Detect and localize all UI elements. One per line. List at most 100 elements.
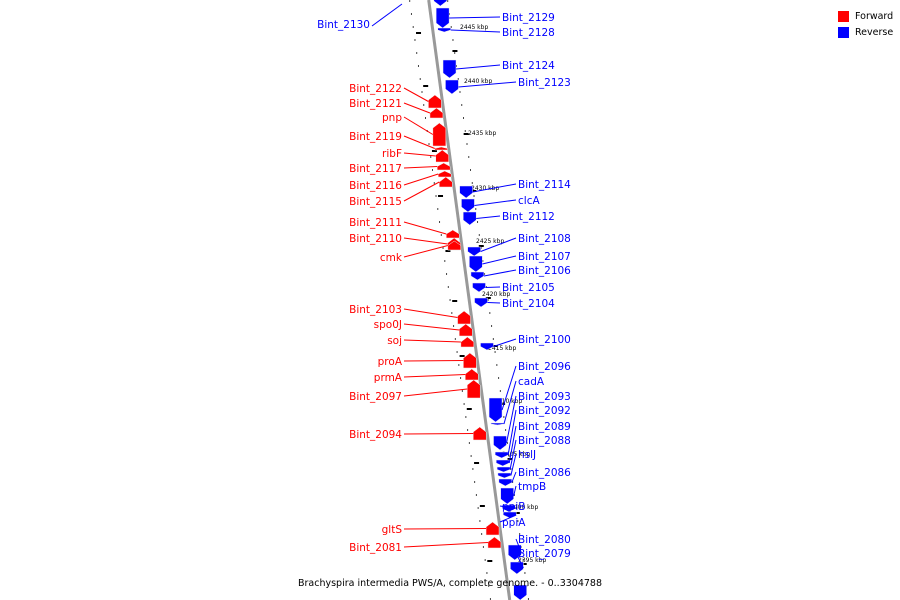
gene-label-bint-2121[interactable]: Bint_2121 (349, 98, 402, 110)
forward-gene-bint-2121[interactable] (429, 107, 444, 119)
forward-gene-cmk[interactable] (447, 240, 462, 251)
gene-label-bint-2107[interactable]: Bint_2107 (518, 251, 571, 263)
gene-label-tmpb[interactable]: tmpB (518, 481, 546, 493)
forward-gene-bint-2094[interactable] (472, 426, 487, 441)
reverse-gene-hslj[interactable] (497, 472, 512, 479)
reverse-gene-bint-2086[interactable] (498, 478, 513, 487)
gene-label-ppib[interactable]: ppiB (502, 501, 525, 513)
gene-label-ribf[interactable]: ribF (382, 148, 402, 160)
gene-label-cmk[interactable]: cmk (380, 252, 403, 264)
gene-label-bint-2092[interactable]: Bint_2092 (518, 405, 571, 417)
tick-mark (479, 505, 485, 507)
reverse-gene-tmpb[interactable] (500, 487, 514, 505)
reverse-gene-bint-2079[interactable] (510, 561, 524, 575)
gene-label-bint-2106[interactable]: Bint_2106 (518, 265, 571, 277)
gene-label-bint-2111[interactable]: Bint_2111 (349, 217, 402, 229)
tick-mark (438, 195, 444, 197)
forward-gene-spo0j[interactable] (459, 323, 473, 337)
reverse-gene-bint-2123[interactable] (445, 79, 459, 95)
gene-label-bint-2129[interactable]: Bint_2129 (502, 12, 555, 24)
legend: Forward Reverse (838, 8, 893, 40)
gene-label-bint-2110[interactable]: Bint_2110 (349, 233, 402, 245)
forward-gene-proa[interactable] (463, 352, 477, 369)
gene-label-bint-2117[interactable]: Bint_2117 (349, 163, 402, 175)
reverse-gene-bint-2093[interactable] (493, 435, 507, 451)
forward-gene-soj[interactable] (460, 336, 475, 348)
gene-label-bint-2089[interactable]: Bint_2089 (518, 421, 571, 433)
reverse-gene-bint-2100[interactable] (480, 342, 494, 351)
gene-label-hslj[interactable]: hslJ (518, 449, 536, 461)
reverse-gene-bint-2114[interactable] (459, 185, 473, 199)
forward-gene-bint-2119[interactable] (434, 146, 448, 151)
legend-forward[interactable]: Forward (838, 8, 893, 24)
reverse-gene-bint-2088[interactable] (496, 466, 511, 473)
reverse-gene-clca[interactable] (461, 198, 475, 213)
gene-label-bint-2081[interactable]: Bint_2081 (349, 542, 402, 554)
reverse-gene-bint-2124[interactable] (442, 59, 457, 79)
reverse-gene-bint-2089[interactable] (495, 459, 510, 467)
forward-gene-glts[interactable] (485, 521, 500, 536)
reverse-gene-bint-2104[interactable] (474, 297, 488, 308)
gene-label-bint-2123[interactable]: Bint_2123 (518, 77, 571, 89)
gene-label-bint-2122[interactable]: Bint_2122 (349, 83, 402, 95)
gene-label-bint-2128[interactable]: Bint_2128 (502, 27, 555, 39)
gene-label-bint-2104[interactable]: Bint_2104 (502, 298, 555, 310)
forward-gene-bint-2097[interactable] (466, 379, 481, 399)
gene-label-bint-2096[interactable]: Bint_2096 (518, 361, 571, 373)
forward-gene-bint-2116[interactable] (437, 170, 452, 178)
forward-gene-bint-2111[interactable] (446, 229, 460, 239)
gene-label-pnp[interactable]: pnp (382, 112, 402, 124)
gene-label-bint-2105[interactable]: Bint_2105 (502, 282, 555, 294)
gene-label-proa[interactable]: proA (378, 356, 403, 368)
gene-label-bint-2119[interactable]: Bint_2119 (349, 131, 402, 143)
gene-label-bint-2100[interactable]: Bint_2100 (518, 334, 571, 346)
leader-line-bint-2088 (509, 439, 517, 470)
gene-label-bint-2086[interactable]: Bint_2086 (518, 467, 571, 479)
forward-gene-prma[interactable] (465, 368, 479, 381)
reverse-gene-bottom[interactable] (513, 584, 527, 600)
forward-gene-pnp[interactable] (432, 122, 447, 147)
gene-label-bint-2116[interactable]: Bint_2116 (349, 180, 402, 192)
forward-gene-bint-2115[interactable] (439, 176, 453, 188)
reverse-gene-bint-2108[interactable] (467, 246, 481, 257)
forward-gene-bint-2081[interactable] (487, 536, 502, 549)
gene-label-bint-2097[interactable]: Bint_2097 (349, 391, 402, 403)
reverse-gene-bint-2106[interactable] (470, 271, 485, 281)
gene-label-glts[interactable]: gltS (382, 524, 403, 536)
gene-label-prma[interactable]: prmA (374, 372, 403, 384)
reverse-gene-top[interactable] (433, 0, 448, 7)
reverse-gene-bint-2096[interactable] (488, 397, 503, 423)
reverse-gene-cada[interactable] (490, 422, 505, 426)
gene-label-bint-2112[interactable]: Bint_2112 (502, 211, 555, 223)
gene-label-ppia[interactable]: ppiA (502, 517, 526, 529)
reverse-swatch (838, 26, 849, 38)
forward-gene-ribf[interactable] (435, 149, 450, 163)
gene-label-bint-2079[interactable]: Bint_2079 (518, 548, 571, 560)
reverse-gene-bint-2105[interactable] (472, 282, 486, 293)
gene-label-bint-2108[interactable]: Bint_2108 (518, 233, 571, 245)
gene-label-bint-2103[interactable]: Bint_2103 (349, 304, 402, 316)
gene-label-spo0j[interactable]: spo0J (374, 319, 402, 331)
forward-gene-bint-2103[interactable] (457, 310, 471, 325)
gene-label-bint-2094[interactable]: Bint_2094 (349, 429, 402, 441)
reverse-gene-bint-2129[interactable] (435, 7, 450, 29)
gene-label-soj[interactable]: soj (387, 335, 402, 347)
reverse-gene-bint-2107[interactable] (469, 255, 483, 273)
gene-label-bint-2080[interactable]: Bint_2080 (518, 534, 571, 546)
legend-reverse[interactable]: Reverse (838, 24, 893, 40)
gene-label-bint-2115[interactable]: Bint_2115 (349, 196, 402, 208)
reverse-gene-bint-2092[interactable] (494, 451, 509, 459)
reverse-gene-bint-2112[interactable] (462, 211, 477, 226)
kbp-tick-label: 2420 kbp (482, 291, 510, 298)
gene-label-bint-2124[interactable]: Bint_2124 (502, 60, 555, 72)
gene-label-clca[interactable]: clcA (518, 195, 540, 207)
gene-label-bint-2114[interactable]: Bint_2114 (518, 179, 571, 191)
reverse-gene-bint-2128[interactable] (437, 27, 451, 33)
gene-label-cada[interactable]: cadA (518, 376, 545, 388)
forward-gene-bint-2117[interactable] (436, 162, 451, 171)
gene-label-bint-2088[interactable]: Bint_2088 (518, 435, 571, 447)
forward-gene-bint-2122[interactable] (428, 94, 442, 109)
gene-label-bint-2093[interactable]: Bint_2093 (518, 391, 571, 403)
gene-label-bint-2130[interactable]: Bint_2130 (317, 19, 370, 31)
leader-line-prma (403, 374, 466, 378)
